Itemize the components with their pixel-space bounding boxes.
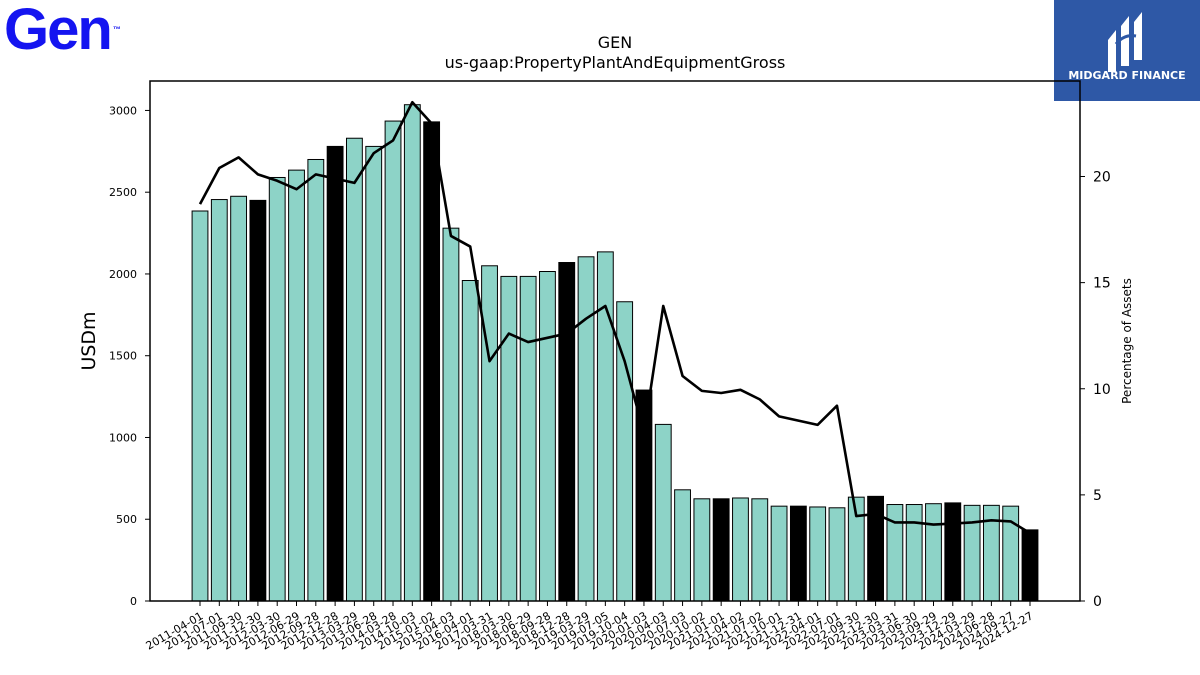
bar-2019-03-29 bbox=[577, 256, 595, 602]
bar-2020-01-03 bbox=[635, 389, 653, 602]
bar-2018-06-29 bbox=[519, 275, 537, 602]
bar-2013-06-28 bbox=[365, 145, 383, 602]
y-axis-left: 0 500 1000 1500 2000 2500 3000 bbox=[109, 104, 150, 608]
bar-2018-12-28 bbox=[558, 262, 576, 602]
midgard-logo-text: MIDGARD FINANCE bbox=[1068, 69, 1186, 82]
x-axis: 2011-04-012011-07-012011-09-302011-12-30… bbox=[144, 601, 1036, 653]
bar-2011-12-30 bbox=[249, 199, 267, 602]
bar-2012-03-30 bbox=[268, 176, 286, 602]
bar-2013-03-29 bbox=[346, 137, 363, 602]
bar-2018-09-28 bbox=[539, 271, 556, 602]
bar-2022-07-01 bbox=[828, 507, 846, 602]
y-tick-label: 2500 bbox=[109, 186, 137, 199]
bar-2012-06-29 bbox=[288, 169, 305, 602]
bar-2014-10-03 bbox=[403, 104, 421, 602]
bar-2021-12-31 bbox=[789, 505, 807, 602]
y-tick-label: 1500 bbox=[109, 350, 137, 363]
bar-2011-04-01 bbox=[191, 210, 209, 602]
bar-2014-03-28 bbox=[384, 120, 402, 602]
y2-tick-label: 15 bbox=[1093, 276, 1111, 292]
bar-2012-12-28 bbox=[326, 145, 344, 602]
y-axis-label: USDm bbox=[78, 311, 100, 370]
chart-subtitle: us-gaap:PropertyPlantAndEquipmentGross bbox=[445, 53, 786, 72]
plot-frame bbox=[149, 80, 1081, 602]
percentage-line-path bbox=[198, 100, 1031, 535]
bar-2024-12-27 bbox=[1021, 529, 1039, 602]
bar-2021-04-02 bbox=[732, 497, 749, 602]
bar-2011-09-30 bbox=[230, 195, 248, 602]
midgard-mark-icon bbox=[1108, 12, 1142, 72]
bar-2015-04-03 bbox=[442, 227, 460, 602]
bar-2018-03-30 bbox=[500, 275, 518, 602]
y-tick-label: 500 bbox=[116, 513, 137, 526]
bar-2022-12-30 bbox=[867, 495, 884, 602]
bar-2020-10-02 bbox=[693, 498, 711, 602]
chart-title: GEN bbox=[598, 33, 632, 52]
midgard-finance-logo: MIDGARD FINANCE bbox=[1054, 0, 1200, 101]
gen-logo-text: Gen bbox=[4, 0, 113, 62]
trademark-mark: ™ bbox=[112, 25, 121, 34]
bar-2021-10-01 bbox=[770, 505, 788, 602]
bar-2020-07-03 bbox=[674, 489, 691, 602]
y2-tick-label: 10 bbox=[1093, 382, 1111, 398]
y-axis-right: 0 5 10 15 20 bbox=[1080, 170, 1111, 610]
bar-series bbox=[191, 104, 1039, 602]
y2-tick-label: 0 bbox=[1093, 594, 1102, 610]
y2-tick-label: 20 bbox=[1093, 170, 1111, 186]
bar-2021-01-01 bbox=[712, 498, 730, 602]
bar-2015-01-02 bbox=[423, 121, 441, 602]
bar-2017-03-31 bbox=[481, 265, 498, 602]
bar-2012-09-28 bbox=[307, 158, 325, 602]
bar-2022-04-01 bbox=[809, 506, 827, 602]
y-tick-label: 3000 bbox=[109, 104, 137, 117]
y-tick-label: 1000 bbox=[109, 431, 137, 444]
bar-2020-04-03 bbox=[654, 423, 672, 602]
bar-2023-06-30 bbox=[905, 504, 923, 602]
bar-2011-07-01 bbox=[210, 199, 228, 602]
bar-2019-07-05 bbox=[596, 251, 614, 602]
bar-2021-07-02 bbox=[751, 498, 769, 602]
y2-tick-label: 5 bbox=[1093, 488, 1102, 504]
gen-logo: Gen ™ bbox=[4, 0, 121, 60]
percentage-line bbox=[198, 100, 1031, 535]
y-tick-label: 0 bbox=[130, 595, 137, 608]
bar-2023-09-29 bbox=[925, 503, 942, 602]
bar-2024-03-29 bbox=[963, 504, 981, 602]
y-tick-label: 2000 bbox=[109, 268, 137, 281]
y2-axis-label: Percentage of Assets bbox=[1120, 278, 1134, 404]
bar-2023-12-29 bbox=[944, 502, 962, 602]
bar-2016-04-01 bbox=[461, 280, 479, 602]
